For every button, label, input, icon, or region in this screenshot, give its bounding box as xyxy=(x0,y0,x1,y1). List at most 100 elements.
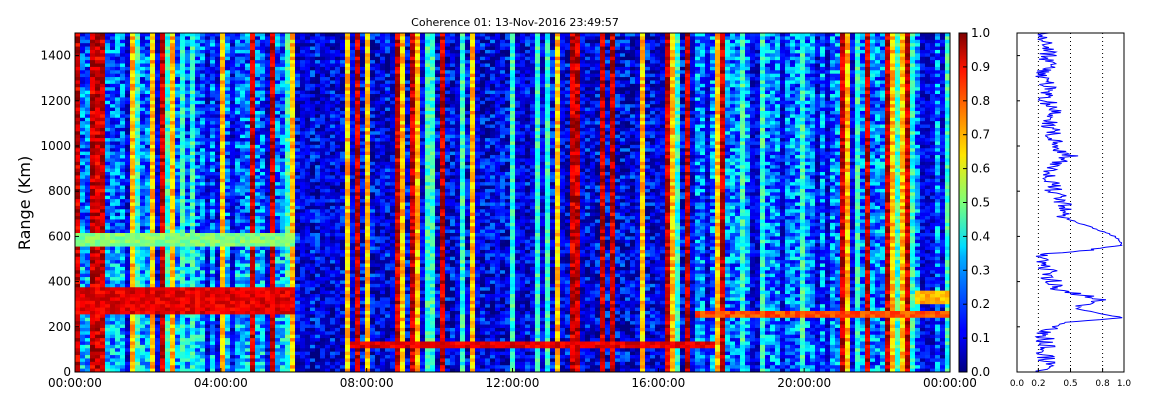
heatmap-cell xyxy=(295,314,301,319)
heatmap-cell xyxy=(305,175,311,180)
heatmap-cell xyxy=(80,233,86,237)
heatmap-cell xyxy=(240,219,246,224)
heatmap-cell xyxy=(80,66,86,71)
heatmap-cell xyxy=(120,287,126,292)
heatmap-cell xyxy=(175,239,181,244)
heatmap-cell xyxy=(255,165,261,169)
heatmap-cell xyxy=(265,277,271,281)
heatmap-cell xyxy=(120,263,126,268)
heatmap-cell xyxy=(175,100,181,105)
heatmap-cell xyxy=(245,249,251,254)
heatmap-cell xyxy=(205,270,211,275)
heatmap-cell xyxy=(235,249,241,254)
heatmap-cell xyxy=(170,266,176,271)
heatmap-cell xyxy=(295,110,301,115)
heatmap-cell xyxy=(240,270,246,275)
heatmap-cell xyxy=(75,263,81,268)
heatmap-cell xyxy=(295,209,301,214)
heatmap-cell xyxy=(320,131,326,136)
heatmap-cell xyxy=(275,219,281,224)
heatmap-cell xyxy=(95,270,101,275)
heatmap-cell xyxy=(220,53,226,58)
heatmap-cell xyxy=(285,94,291,98)
heatmap-cell xyxy=(180,314,186,319)
heatmap-cell xyxy=(95,161,101,166)
heatmap-cell xyxy=(180,90,186,95)
heatmap-cell xyxy=(250,138,256,142)
heatmap-cell xyxy=(115,36,121,41)
heatmap-cell xyxy=(215,277,221,281)
heatmap-cell xyxy=(130,66,136,71)
heatmap-cell xyxy=(230,361,236,366)
heatmap-cell xyxy=(195,249,201,254)
heatmap-cell xyxy=(280,249,286,254)
heatmap-cell xyxy=(220,280,226,285)
heatmap-cell xyxy=(215,94,221,98)
heatmap-cell xyxy=(185,134,191,139)
heatmap-cell xyxy=(230,249,236,254)
heatmap-cell xyxy=(75,134,81,139)
heatmap-cell xyxy=(280,46,286,51)
heatmap-cell xyxy=(110,324,116,329)
heatmap-cell xyxy=(285,263,291,268)
heatmap-cell xyxy=(230,310,236,315)
heatmap-cell xyxy=(80,256,86,261)
heatmap-cell xyxy=(200,56,206,61)
heatmap-cell xyxy=(160,117,166,122)
heatmap-cell xyxy=(155,280,161,285)
heatmap-cell xyxy=(205,87,211,92)
heatmap-cell xyxy=(195,192,201,197)
heatmap-cell xyxy=(205,331,211,336)
heatmap-cell xyxy=(140,314,146,319)
heatmap-cell xyxy=(125,263,131,268)
heatmap-cell xyxy=(210,368,216,372)
heatmap-cell xyxy=(245,188,251,193)
heatmap-cell xyxy=(320,63,326,68)
heatmap-cell xyxy=(75,334,81,339)
heatmap-cell xyxy=(75,222,81,227)
heatmap-cell xyxy=(200,94,206,98)
heatmap-cell xyxy=(190,222,196,227)
heatmap-cell xyxy=(190,36,196,41)
heatmap-cell xyxy=(110,327,116,332)
heatmap-cell xyxy=(145,297,151,302)
heatmap-cell xyxy=(105,182,111,186)
heatmap-cell xyxy=(145,131,151,136)
heatmap-cell xyxy=(190,161,196,166)
heatmap-cell xyxy=(315,33,321,37)
heatmap-cell xyxy=(315,355,321,359)
heatmap-cell xyxy=(195,158,201,163)
heatmap-cell xyxy=(255,178,261,183)
heatmap-cell xyxy=(260,355,266,359)
heatmap-cell xyxy=(185,70,191,75)
heatmap-cell xyxy=(300,327,306,332)
heatmap-cell xyxy=(110,321,116,325)
heatmap-cell xyxy=(200,348,206,353)
heatmap-cell xyxy=(145,331,151,336)
heatmap-cell xyxy=(305,185,311,190)
heatmap-cell xyxy=(110,80,116,85)
heatmap-cell xyxy=(285,310,291,315)
heatmap-cell xyxy=(75,290,81,295)
heatmap-cell xyxy=(285,49,291,54)
heatmap-cell xyxy=(125,175,131,180)
heatmap-cell xyxy=(290,171,296,176)
heatmap-cell xyxy=(100,216,106,220)
heatmap-cell xyxy=(265,66,271,71)
heatmap-cell xyxy=(275,253,281,258)
heatmap-cell xyxy=(105,243,111,247)
heatmap-cell xyxy=(255,148,261,153)
heatmap-cell xyxy=(285,222,291,227)
heatmap-cell xyxy=(230,219,236,224)
heatmap-cell xyxy=(270,199,276,203)
heatmap-cell xyxy=(175,283,181,288)
heatmap-cell xyxy=(85,209,91,214)
heatmap-cell xyxy=(130,151,136,156)
heatmap-cell xyxy=(310,334,316,339)
heatmap-cell xyxy=(130,226,136,231)
heatmap-cell xyxy=(90,70,96,75)
heatmap-cell xyxy=(105,297,111,302)
heatmap-cell xyxy=(280,358,286,363)
heatmap-cell xyxy=(145,233,151,237)
heatmap-cell xyxy=(310,161,316,166)
